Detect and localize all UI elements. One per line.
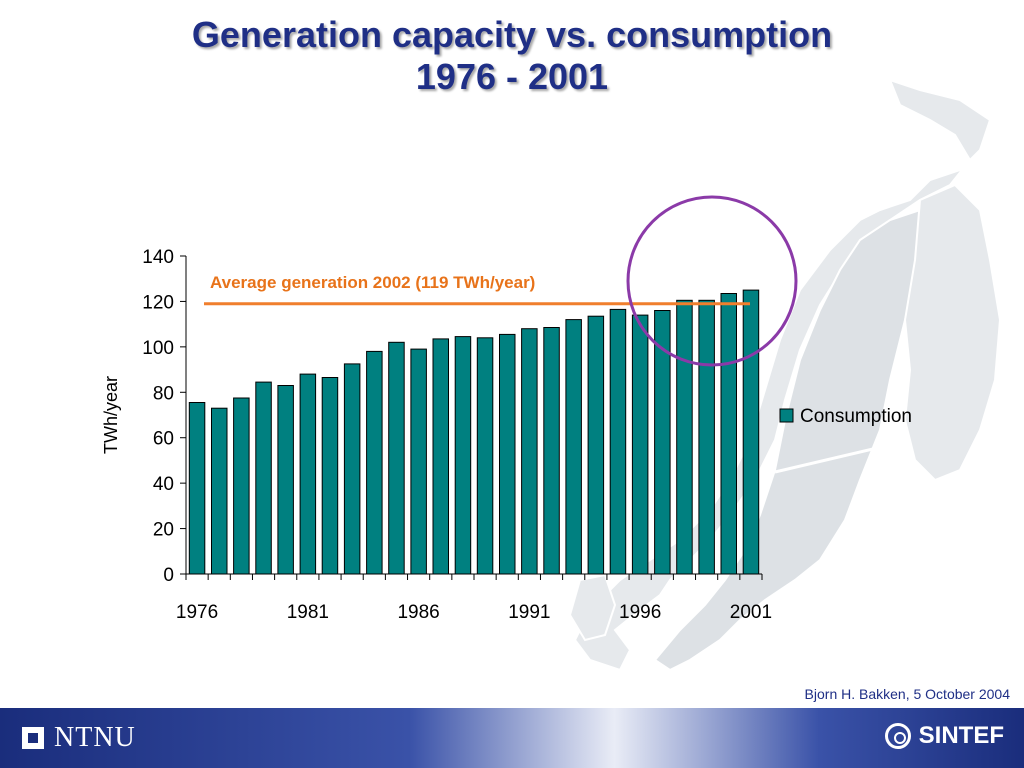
bar-1992 — [543, 327, 560, 575]
y-axis-label: TWh/year — [101, 376, 121, 454]
bar-1981 — [299, 373, 317, 575]
map-connector-line — [774, 443, 891, 474]
bar-1979 — [255, 381, 272, 575]
x-tick-label-2001: 2001 — [730, 602, 772, 623]
bar-2000 — [720, 293, 737, 575]
bar-1986 — [410, 348, 427, 575]
bar-1987 — [432, 338, 449, 575]
bar-1994 — [587, 315, 605, 575]
bar-1983 — [343, 363, 361, 575]
bar-1980 — [277, 385, 294, 575]
bar-1996 — [631, 314, 649, 575]
bar-1976 — [188, 402, 206, 575]
legend-label-consumption: Consumption — [800, 406, 912, 427]
y-tick-label-20: 20 — [153, 520, 174, 541]
footer-bar: NTNU SINTEF — [0, 708, 1024, 768]
sweden-shape — [653, 208, 921, 672]
sintef-logo-text: SINTEF — [918, 722, 1004, 749]
x-ticks-group: 1976 1981 1986 1991 1996 2001 — [176, 574, 772, 623]
x-tick-label-1991: 1991 — [508, 602, 550, 623]
bar-1993 — [565, 319, 582, 575]
y-tick-label-0: 0 — [163, 565, 174, 586]
bar-1977 — [211, 407, 228, 575]
y-tick-label-140: 140 — [142, 247, 174, 268]
x-tick-label-1981: 1981 — [287, 602, 329, 623]
bar-1990 — [499, 333, 516, 575]
ntnu-logo-text: NTNU — [54, 722, 136, 753]
finland-shape — [903, 183, 1000, 482]
scandinavia-map-background — [568, 78, 1000, 672]
ntnu-logo: NTNU — [22, 722, 136, 754]
y-tick-label-100: 100 — [142, 338, 174, 359]
y-ticks-group: 0 20 40 60 80 100 120 140 — [142, 247, 186, 586]
highlight-circle — [626, 195, 798, 367]
ntnu-logo-icon — [22, 727, 44, 749]
bar-1989 — [476, 337, 494, 575]
title-line-1: Generation capacity vs. consumption — [191, 14, 833, 55]
sintef-logo: SINTEF — [884, 722, 1004, 750]
average-generation-label: Average generation 2002 (119 TWh/year) — [210, 273, 535, 292]
attribution: Bjorn H. Bakken, 5 October 2004 — [804, 686, 1010, 702]
slide-title: Generation capacity vs. consumption 1976… — [0, 14, 1024, 98]
bar-1995 — [609, 308, 627, 575]
sintef-logo-icon — [884, 723, 911, 749]
bar-2001 — [742, 289, 760, 575]
bar-1984 — [366, 350, 383, 575]
title-line-2: 1976 - 2001 — [415, 56, 609, 97]
bar-1991 — [521, 328, 538, 575]
denmark-shape — [568, 573, 617, 642]
x-tick-label-1986: 1986 — [397, 602, 439, 623]
x-tick-label-1976: 1976 — [176, 602, 218, 623]
bars-group — [188, 289, 760, 575]
x-tick-label-1996: 1996 — [619, 602, 661, 623]
bar-1982 — [321, 377, 339, 575]
y-tick-label-120: 120 — [142, 292, 174, 313]
y-tick-label-80: 80 — [153, 383, 174, 404]
bar-1998 — [676, 299, 693, 575]
bar-1999 — [698, 299, 715, 575]
y-tick-label-60: 60 — [153, 429, 174, 450]
y-tick-label-40: 40 — [153, 474, 174, 495]
bar-1988 — [454, 336, 472, 575]
bar-1985 — [388, 341, 405, 575]
bar-1978 — [233, 397, 250, 575]
legend-swatch-consumption — [779, 408, 794, 423]
